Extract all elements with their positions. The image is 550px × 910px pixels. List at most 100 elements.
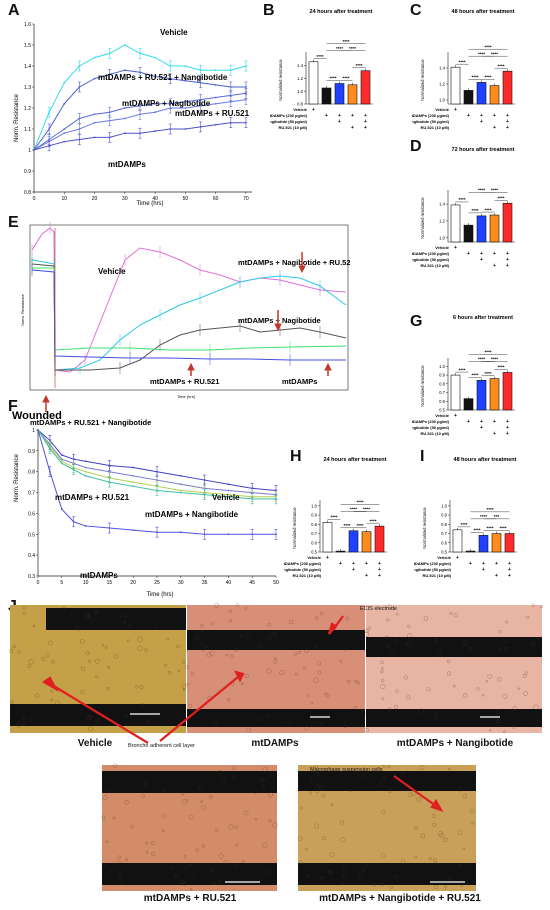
panel-i-ylabel: Normalized resistance xyxy=(422,507,427,549)
cell-speckle xyxy=(354,679,358,683)
panel-d-treatment-mark: + xyxy=(506,257,509,263)
panel-f-data-point xyxy=(132,529,135,532)
cell-speckle xyxy=(213,720,218,725)
panel-d-ylabel: Normalized resistance xyxy=(420,197,425,239)
panel-i-treatment-mark: + xyxy=(508,573,511,579)
panel-f-data-point xyxy=(108,464,111,467)
cell-speckle xyxy=(436,651,442,657)
cell-speckle xyxy=(315,783,319,787)
panel-i-treatment-mark: + xyxy=(508,561,511,567)
cell-speckle xyxy=(240,682,244,686)
panel-a-data-point xyxy=(123,107,126,109)
panel-a-data-point xyxy=(229,69,232,72)
panel-f-data-point xyxy=(132,481,135,484)
cell-speckle xyxy=(314,823,320,829)
panel-c-treatment-label: Nangibotide (50 µg/ml) xyxy=(412,119,450,124)
cell-speckle xyxy=(361,711,367,716)
panel-i-sig-label: **** xyxy=(480,514,487,519)
cell-speckle xyxy=(432,857,438,863)
cell-speckle xyxy=(378,782,383,787)
panel-a-data-point xyxy=(93,136,96,139)
cell-speckle xyxy=(487,674,493,679)
cell-speckle xyxy=(246,632,251,637)
cell-speckle xyxy=(9,699,14,704)
cell-speckle xyxy=(88,714,93,719)
cell-speckle xyxy=(241,860,245,864)
cell-speckle xyxy=(218,880,222,884)
panel-a-data-point xyxy=(93,56,96,59)
cell-speckle xyxy=(61,606,66,611)
cell-speckle xyxy=(79,639,85,644)
cell-speckle xyxy=(185,665,189,670)
panel-g-bar xyxy=(476,380,487,411)
cell-speckle xyxy=(386,644,391,649)
panel-d-title: 72 hours after treatment xyxy=(452,147,515,153)
panel-j-overlay: ECIS electrode Broncho adherent cell lay… xyxy=(9,602,544,891)
panel-h-y-tick-label: 0.7 xyxy=(311,531,317,536)
cell-speckle xyxy=(268,819,272,823)
cell-speckle xyxy=(217,770,223,776)
cell-speckle xyxy=(540,605,544,609)
panel-a-x-tick-label: 40 xyxy=(152,196,158,202)
cell-speckle xyxy=(361,867,366,872)
cell-speckle xyxy=(112,763,118,768)
cell-speckle xyxy=(200,642,205,646)
cell-speckle xyxy=(220,779,226,785)
panel-e-wounded-label: Wounded xyxy=(12,410,62,420)
panel-d-bar-chart: 72 hours after treatment Normalized resis… xyxy=(412,147,515,269)
cell-speckle xyxy=(170,866,175,871)
panel-f-y-tick-label: 0.6 xyxy=(28,511,35,517)
panel-i-treatment-mark: + xyxy=(482,561,485,567)
cell-speckle xyxy=(201,648,205,652)
panel-label-e: E xyxy=(8,214,19,231)
panel-h-y-tick-label: 0.8 xyxy=(311,522,317,527)
cell-speckle xyxy=(226,698,231,702)
panel-d-treatment-mark: + xyxy=(480,251,483,257)
panel-c-title: 48 hours after treatment xyxy=(452,9,515,15)
cell-speckle xyxy=(381,809,386,814)
cell-speckle xyxy=(364,631,370,637)
panel-f-y-tick-label: 0.3 xyxy=(28,574,35,580)
panel-d-treatment-mark: + xyxy=(454,245,457,251)
panel-a-data-point xyxy=(229,121,232,124)
panel-d-treatment-mark: + xyxy=(493,251,496,257)
caption-mtdamps-nangibotide: mtDAMPs + Nangibotide xyxy=(396,738,514,749)
panel-g-treatment-label: mtDAMPs (200 µg/ml) xyxy=(412,419,450,424)
panel-i-treatment-mark: + xyxy=(482,567,485,573)
panel-f-data-point xyxy=(156,489,158,492)
panel-e-label-nagibotide-ru521: mtDAMPs + Nagibotide + RU.521 xyxy=(238,258,350,267)
cell-speckle xyxy=(269,773,275,778)
cell-speckle xyxy=(117,855,121,859)
cell-speckle xyxy=(502,693,508,699)
cell-speckle xyxy=(145,841,149,845)
cell-speckle xyxy=(379,882,384,887)
cell-speckle xyxy=(87,659,91,663)
panel-f-data-point xyxy=(60,454,63,456)
cell-speckle xyxy=(512,725,516,729)
cell-speckle xyxy=(317,670,322,675)
panel-b-treatment-mark: + xyxy=(338,113,341,119)
panel-d-treatment-mark: + xyxy=(480,257,483,263)
cell-speckle xyxy=(104,645,108,649)
cell-speckle xyxy=(85,651,90,656)
panel-f-data-point xyxy=(49,470,51,473)
caption-mtdamps-nangibotide-ru521: mtDAMPs + Nangibotide + RU.521 xyxy=(319,893,481,904)
cell-speckle xyxy=(497,677,502,682)
panel-a-y-tick-label: 0.8 xyxy=(24,190,31,196)
panel-d-treatment-label: Nangibotide (50 µg/ml) xyxy=(412,257,450,262)
panel-f-data-point xyxy=(227,493,230,496)
panel-e-series-mtdamps xyxy=(31,269,346,361)
panel-i-sig-label: **** xyxy=(499,526,506,531)
cell-speckle xyxy=(195,848,200,853)
panel-c-bar xyxy=(489,85,500,105)
cell-speckle xyxy=(181,881,187,887)
panel-i-title: 48 hours after treatment xyxy=(454,457,517,463)
panel-f-x-tick-label: 20 xyxy=(130,580,136,586)
panel-f-label-nangibotide: mtDAMPs + Nangibotide xyxy=(145,510,239,519)
cell-speckle xyxy=(310,701,314,705)
cell-speckle xyxy=(150,841,155,846)
panel-c-y-tick-label: 1.0 xyxy=(439,98,445,103)
cell-speckle xyxy=(240,634,244,639)
panel-g-sig-label: **** xyxy=(458,367,465,372)
cell-speckle xyxy=(95,610,99,614)
